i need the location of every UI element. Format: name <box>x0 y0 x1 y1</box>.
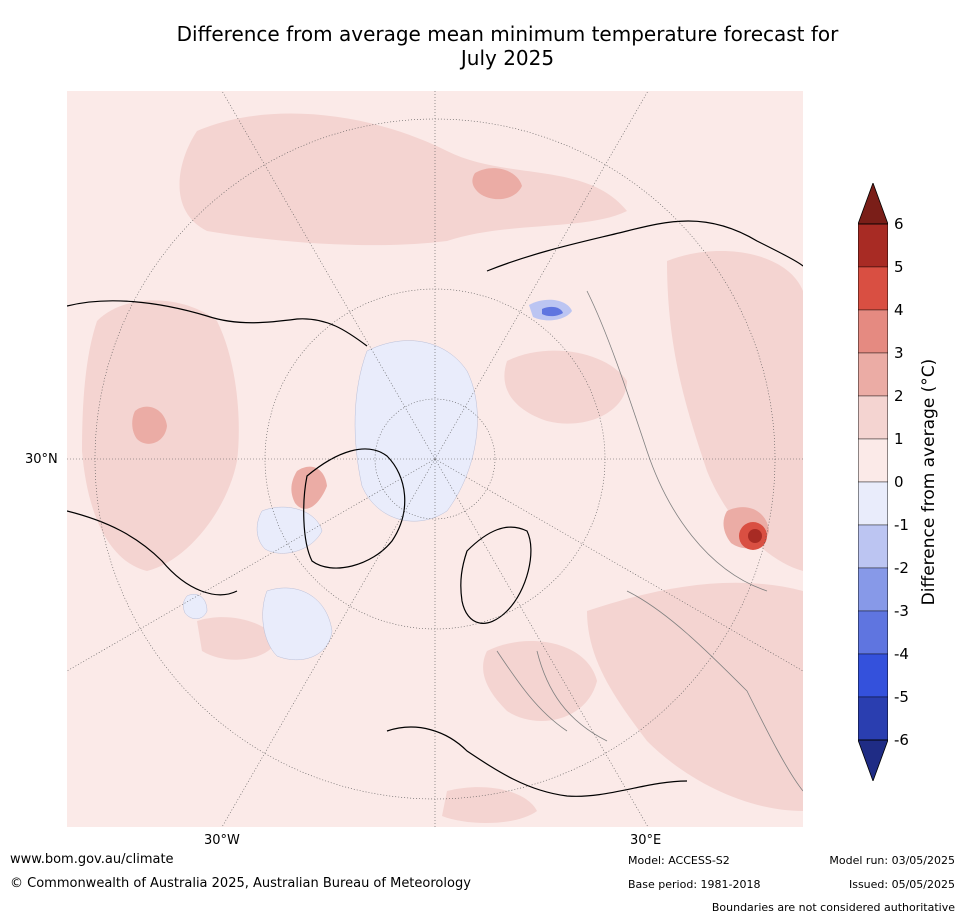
colorbar-level-label: 5 <box>894 258 904 276</box>
meridian-150w <box>221 91 436 460</box>
colorbar-segments <box>858 223 888 741</box>
anomaly-negative-regions <box>183 340 478 661</box>
coastlines <box>67 220 803 797</box>
colorbar-under-arrow <box>858 739 888 781</box>
anomaly-4-6-regions <box>739 522 767 550</box>
colorbar-level-label: -6 <box>894 731 909 749</box>
disclaimer-text: Boundaries are not considered authoritat… <box>711 901 955 914</box>
lon-30e-label: 30°E <box>630 833 662 848</box>
border-europe <box>496 650 608 742</box>
anomaly-region-labrador-sea <box>256 506 323 554</box>
colorbar-level-label: -5 <box>894 688 909 706</box>
colorbar-level-label: -3 <box>894 602 909 620</box>
colorbar-segment <box>858 567 888 612</box>
border-russia <box>586 290 768 592</box>
colorbar-level-label: -1 <box>894 516 909 534</box>
anomaly-region-mediterranean <box>442 787 537 823</box>
colorbar-segment <box>858 266 888 311</box>
colorbar-segment <box>858 524 888 569</box>
colorbar-segment <box>858 352 888 397</box>
colorbar-level-label: 4 <box>894 301 904 319</box>
colorbar-level-label: 1 <box>894 430 904 448</box>
anomaly-1-2-regions <box>82 113 803 823</box>
anomaly-region-asia-south <box>587 582 803 811</box>
anomaly-region-asia-east <box>667 251 803 571</box>
colorbar-level-label: 0 <box>894 473 904 491</box>
model-run-text: Model run: 03/05/2025 <box>829 854 955 867</box>
coastline-greenland <box>303 448 406 569</box>
map-svg <box>67 91 803 827</box>
border-eurasia-south <box>626 590 803 792</box>
title-line-1: Difference from average mean minimum tem… <box>176 22 839 46</box>
model-text: Model: ACCESS-S2 <box>628 854 730 867</box>
anomaly-region-europe <box>483 641 597 721</box>
issued-text: Issued: 05/05/2025 <box>848 878 955 891</box>
colorbar-title: Difference from average (°C) <box>919 358 939 606</box>
coastline-eurasia-north <box>486 220 803 272</box>
anomaly-region-pacific-north <box>179 113 627 246</box>
anomaly-region-north-atlantic <box>262 587 333 661</box>
website-link[interactable]: www.bom.gov.au/climate <box>10 852 174 867</box>
anomaly-region-arctic-ocean <box>354 340 478 522</box>
anomaly-region-baltic <box>183 594 208 619</box>
map-title: Difference from average mean minimum tem… <box>60 22 955 70</box>
lon-30w-label: 30°W <box>204 833 240 848</box>
country-borders <box>496 290 803 792</box>
anomaly-negative-2-3-regions <box>529 299 572 321</box>
colorbar-level-label: 6 <box>894 215 904 233</box>
base-period-text: Base period: 1981-2018 <box>628 878 761 891</box>
copyright-text: © Commonwealth of Australia 2025, Austra… <box>10 876 471 891</box>
coastline-scandinavia <box>460 526 532 624</box>
title-line-2: July 2025 <box>460 46 555 70</box>
anomaly-region-canada-hotspot <box>132 406 167 444</box>
colorbar-segment <box>858 395 888 440</box>
coastline-europe-south <box>386 726 688 797</box>
coastline-north-america <box>67 300 368 596</box>
colorbar-over-arrow <box>858 183 888 225</box>
meridian-30e <box>434 458 649 827</box>
graticule <box>67 91 803 827</box>
colorbar-segment <box>858 610 888 655</box>
anomaly-hotspot-inner <box>748 529 762 543</box>
polar-map[interactable] <box>67 91 803 827</box>
colorbar-segment <box>858 223 888 268</box>
colorbar-segment <box>858 438 888 483</box>
colorbar-level-label: -4 <box>894 645 909 663</box>
colorbar-outline <box>858 223 888 741</box>
colorbar-level-label: 3 <box>894 344 904 362</box>
meridian-30w <box>221 458 436 827</box>
colorbar-segment <box>858 653 888 698</box>
anomaly-region-greenland-west <box>291 466 327 509</box>
meridian-150e <box>434 91 649 460</box>
anomaly-region-siberia-hotspot <box>472 168 522 200</box>
colorbar <box>858 183 888 781</box>
anomaly-region-siberia <box>504 350 627 424</box>
lat-30n-label: 30°N <box>25 452 58 467</box>
colorbar-segment <box>858 309 888 354</box>
anomaly-region-atlantic-south <box>197 617 277 660</box>
anomaly-region-kara-sea-core <box>542 306 563 317</box>
colorbar-level-label: -2 <box>894 559 909 577</box>
latitude-circle-75 <box>374 398 496 520</box>
colorbar-level-label: 2 <box>894 387 904 405</box>
colorbar-segment <box>858 481 888 526</box>
colorbar-segment <box>858 696 888 741</box>
